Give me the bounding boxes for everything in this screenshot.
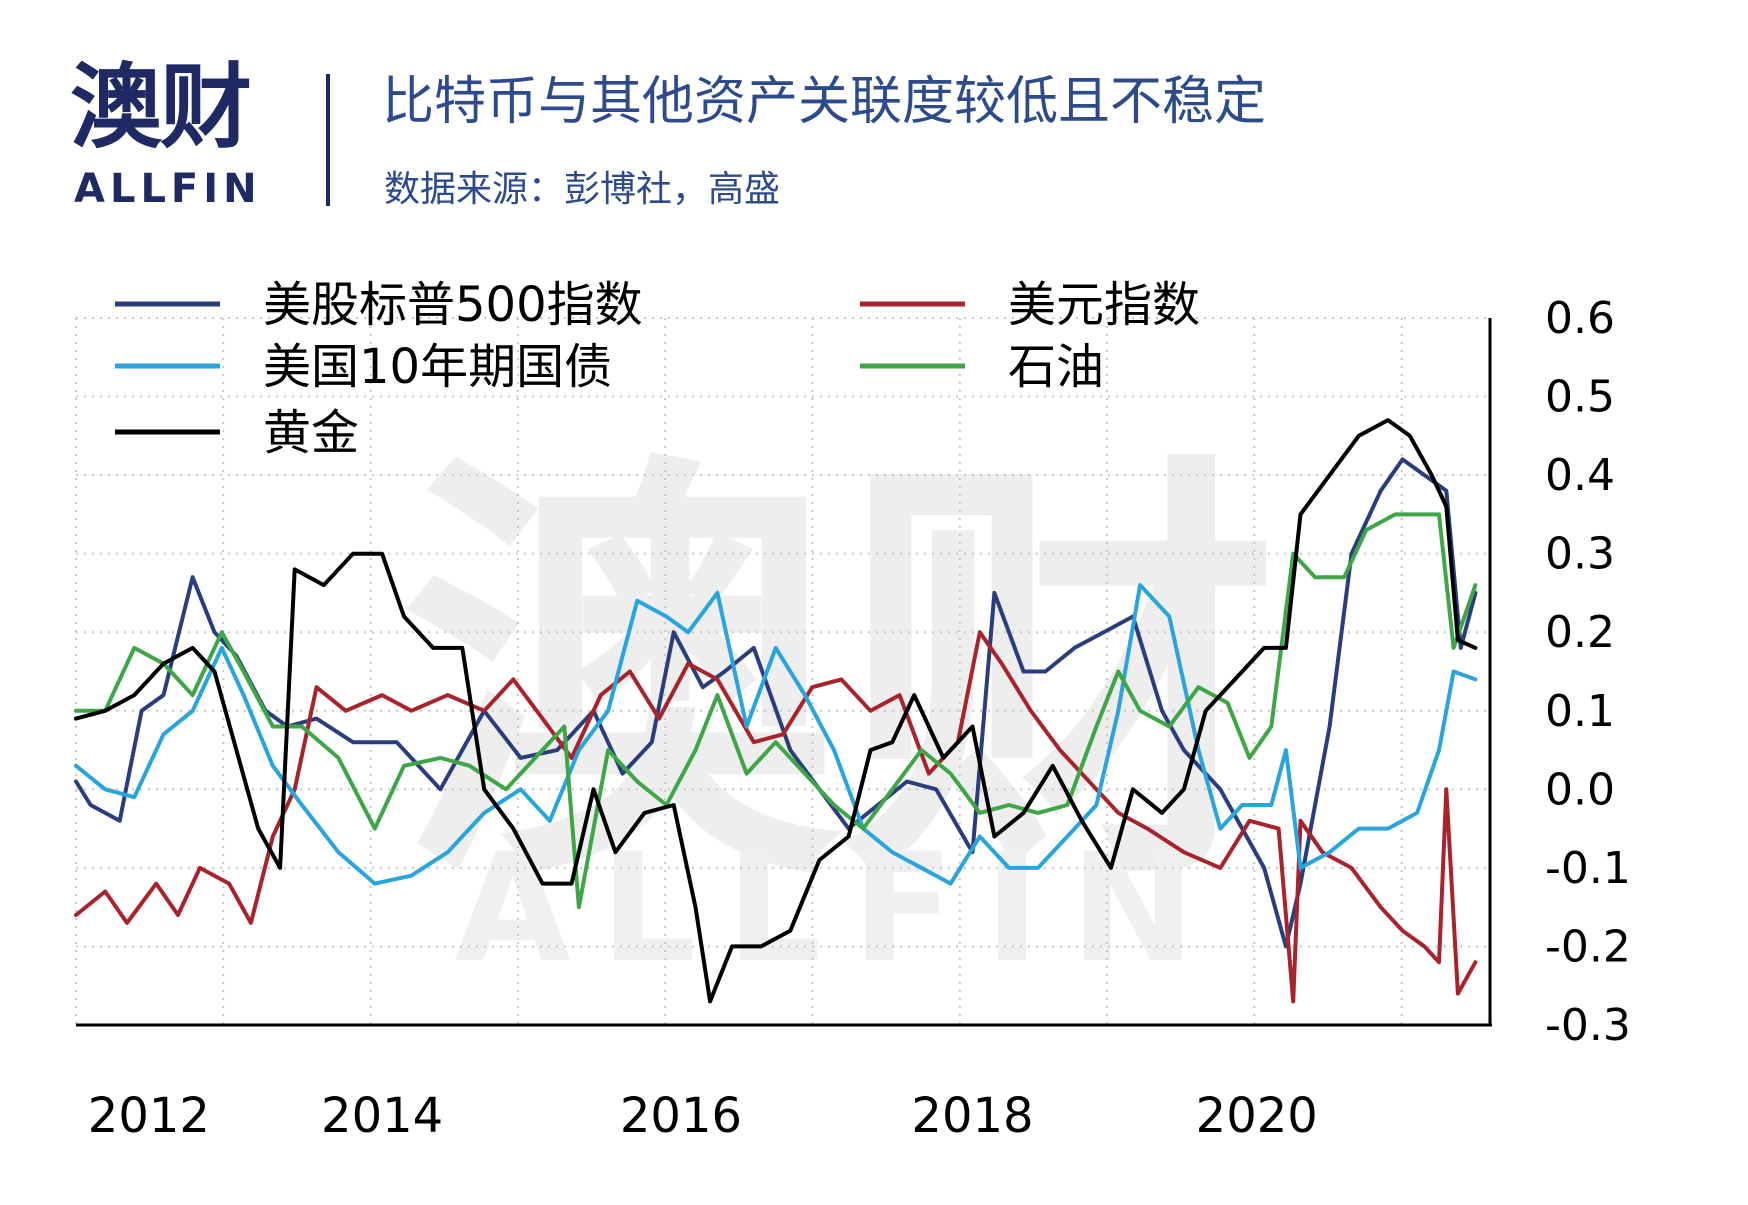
legend-label: 美股标普500指数 [263,277,643,333]
series-line [74,512,1478,910]
y-tick-label: -0.1 [1545,843,1631,894]
y-tick-label: 0.6 [1545,293,1615,344]
chart-title: 比特币与其他资产关联度较低且不稳定 [382,72,1267,132]
series-line [74,457,1478,949]
y-tick-label: -0.2 [1545,921,1631,972]
series-line [74,630,1478,1004]
x-tick-label: 2012 [88,1088,210,1144]
x-tick-label: 2020 [1196,1088,1318,1144]
axes: 0.6 0.5 0.4 0.3 0.2 0.1 0.0 -0.1 -0.2 -0.3 2012 201… [76,293,1631,1144]
y-tick-label: 0.1 [1545,686,1615,737]
legend-label: 黄金 [263,405,359,461]
x-tick-label: 2018 [911,1088,1033,1144]
watermark: 澳财 ALLFIN [400,422,1280,996]
header-divider [326,74,330,206]
legend-label: 美元指数 [1008,277,1200,333]
data-source: 数据来源：彭博社，高盛 [384,169,781,210]
series-line [74,583,1478,886]
y-tick-label: 0.3 [1545,529,1615,580]
watermark-subtext: ALLFIN [454,822,1225,996]
x-tick-label: 2016 [620,1088,742,1144]
x-tick-label: 2014 [321,1088,443,1144]
legend-label: 美国10年期国债 [263,339,612,395]
y-tick-label: 0.0 [1545,764,1615,815]
y-tick-label: 0.2 [1545,607,1615,658]
series-group [74,418,1478,1004]
legend-label: 石油 [1008,339,1104,395]
logo-text: 澳财 [70,54,252,161]
y-tick-label: -0.3 [1545,1000,1631,1051]
y-tick-label: 0.5 [1545,372,1615,423]
y-tick-label: 0.4 [1545,450,1615,501]
logo-subtext: ALLFIN [74,166,262,212]
series-line [74,418,1478,1004]
